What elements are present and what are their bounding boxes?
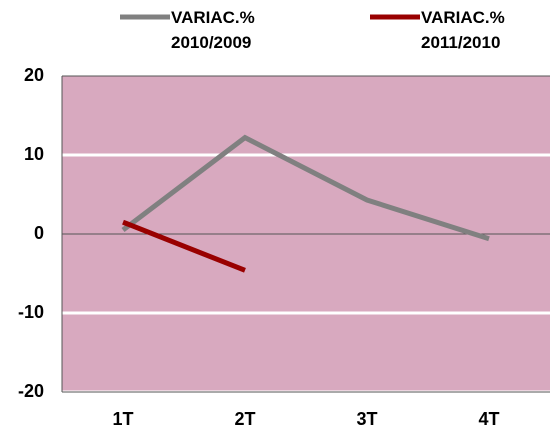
y-tick-label: 0 bbox=[34, 223, 44, 243]
y-tick-label: -20 bbox=[18, 381, 44, 401]
series-line bbox=[122, 219, 246, 273]
y-tick-label: 10 bbox=[24, 144, 44, 164]
x-tick-label: 1T bbox=[112, 409, 133, 429]
x-tick-label: 3T bbox=[356, 409, 377, 429]
legend-label: VARIAC.% 2010/2009 bbox=[171, 8, 255, 52]
y-tick-label: 20 bbox=[24, 65, 44, 85]
x-tick-label: 4T bbox=[478, 409, 499, 429]
y-tick-label: -10 bbox=[18, 302, 44, 322]
series-line bbox=[121, 134, 490, 242]
legend-label: VARIAC.% 2011/2010 bbox=[421, 8, 505, 52]
x-tick-label: 2T bbox=[234, 409, 255, 429]
